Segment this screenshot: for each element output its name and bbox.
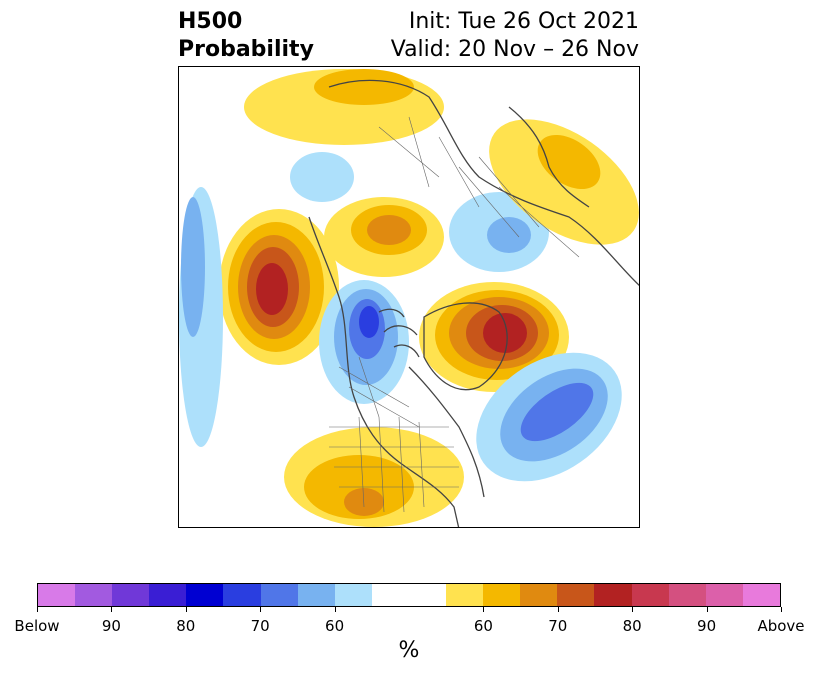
- map-canvas: [179, 69, 639, 527]
- colorbar-segment-18: [705, 584, 743, 606]
- coastlines: [308, 79, 639, 527]
- colorbar-tick-mark: [781, 607, 782, 612]
- probability-shading: [179, 69, 639, 527]
- colorbar-segment-5: [223, 584, 261, 606]
- colorbar-tick-label: 90: [697, 617, 717, 635]
- colorbar-segment-11: [446, 584, 484, 606]
- probability-colorbar: [37, 583, 781, 607]
- coastline-greenland: [423, 302, 508, 391]
- colorbar-tick-label: 80: [176, 617, 196, 635]
- colorbar-segment-0: [38, 584, 76, 606]
- colorbar-segment-7: [297, 584, 335, 606]
- colorbar-segment-2: [112, 584, 150, 606]
- us-state-lines: [329, 416, 459, 513]
- quantity-label: Probability: [178, 37, 314, 62]
- colorbar-tick-label: 70: [548, 617, 568, 635]
- coastline-north-america: [308, 216, 485, 527]
- colorbar-segment-10: [408, 584, 447, 606]
- anomaly-center-above-70: [367, 215, 411, 245]
- anomaly-pacific-above-80: [256, 263, 288, 315]
- map-title-right: Init: Tue 26 Oct 2021 Valid: 20 Nov – 26…: [391, 8, 639, 64]
- colorbar-tick-mark: [37, 607, 38, 612]
- colorbar-tick-label: 60: [325, 617, 345, 635]
- anomaly-atlantic-above-80: [483, 313, 527, 353]
- anomaly-natl-below-70: [520, 382, 594, 442]
- colorbar-segment-14: [557, 584, 595, 606]
- colorbar-segment-9: [371, 584, 409, 606]
- colorbar-segment-3: [149, 584, 187, 606]
- anomaly-north-above-60: [314, 69, 414, 105]
- variable-label: H500: [178, 9, 243, 34]
- colorbar-unit-label: %: [398, 638, 420, 663]
- colorbar-segment-6: [260, 584, 298, 606]
- colorbar-tick-label: Above: [757, 617, 805, 635]
- colorbar-segment-13: [520, 584, 558, 606]
- colorbar-tick-mark: [334, 607, 336, 612]
- probability-map: [178, 66, 640, 528]
- colorbar-segment-16: [631, 584, 669, 606]
- canada-lines: [338, 356, 420, 428]
- colorbar-tick-label: 80: [622, 617, 642, 635]
- colorbar-tick-mark: [557, 607, 559, 612]
- colorbar-tick-mark: [706, 607, 708, 612]
- colorbar-tick-mark: [632, 607, 634, 612]
- map-title-left: H500 Probability: [178, 8, 314, 64]
- colorbar-tick-label: 70: [250, 617, 270, 635]
- eurasia-lines: [378, 116, 580, 258]
- borders: [329, 116, 580, 513]
- colorbar-segment-4: [186, 584, 224, 606]
- colorbar-segment-15: [594, 584, 632, 606]
- colorbar-segment-17: [668, 584, 706, 606]
- anomaly-west-below-60: [181, 197, 205, 337]
- coastline-arctic-islands: [378, 308, 420, 358]
- colorbar-tick-label: 60: [473, 617, 493, 635]
- colorbar-tick-label: 90: [101, 617, 121, 635]
- valid-range-label: Valid: 20 Nov – 26 Nov: [390, 37, 639, 62]
- colorbar-segment-19: [742, 584, 780, 606]
- colorbar-tick-mark: [260, 607, 262, 612]
- anomaly-siberia-below-60: [487, 217, 531, 253]
- coastline-eurasia: [328, 79, 639, 286]
- colorbar-tick-mark: [185, 607, 187, 612]
- colorbar-segment-1: [75, 584, 113, 606]
- colorbar-segment-8: [334, 584, 372, 606]
- colorbar-tick-mark: [483, 607, 485, 612]
- anomaly-npac-below: [290, 152, 354, 202]
- coastline-asia-east: [508, 106, 590, 208]
- colorbar-tick-label: Below: [14, 617, 60, 635]
- colorbar-tick-mark: [111, 607, 113, 612]
- colorbar-segment-12: [483, 584, 521, 606]
- init-date-label: Init: Tue 26 Oct 2021: [408, 9, 639, 34]
- anomaly-canada-below-80: [359, 306, 379, 338]
